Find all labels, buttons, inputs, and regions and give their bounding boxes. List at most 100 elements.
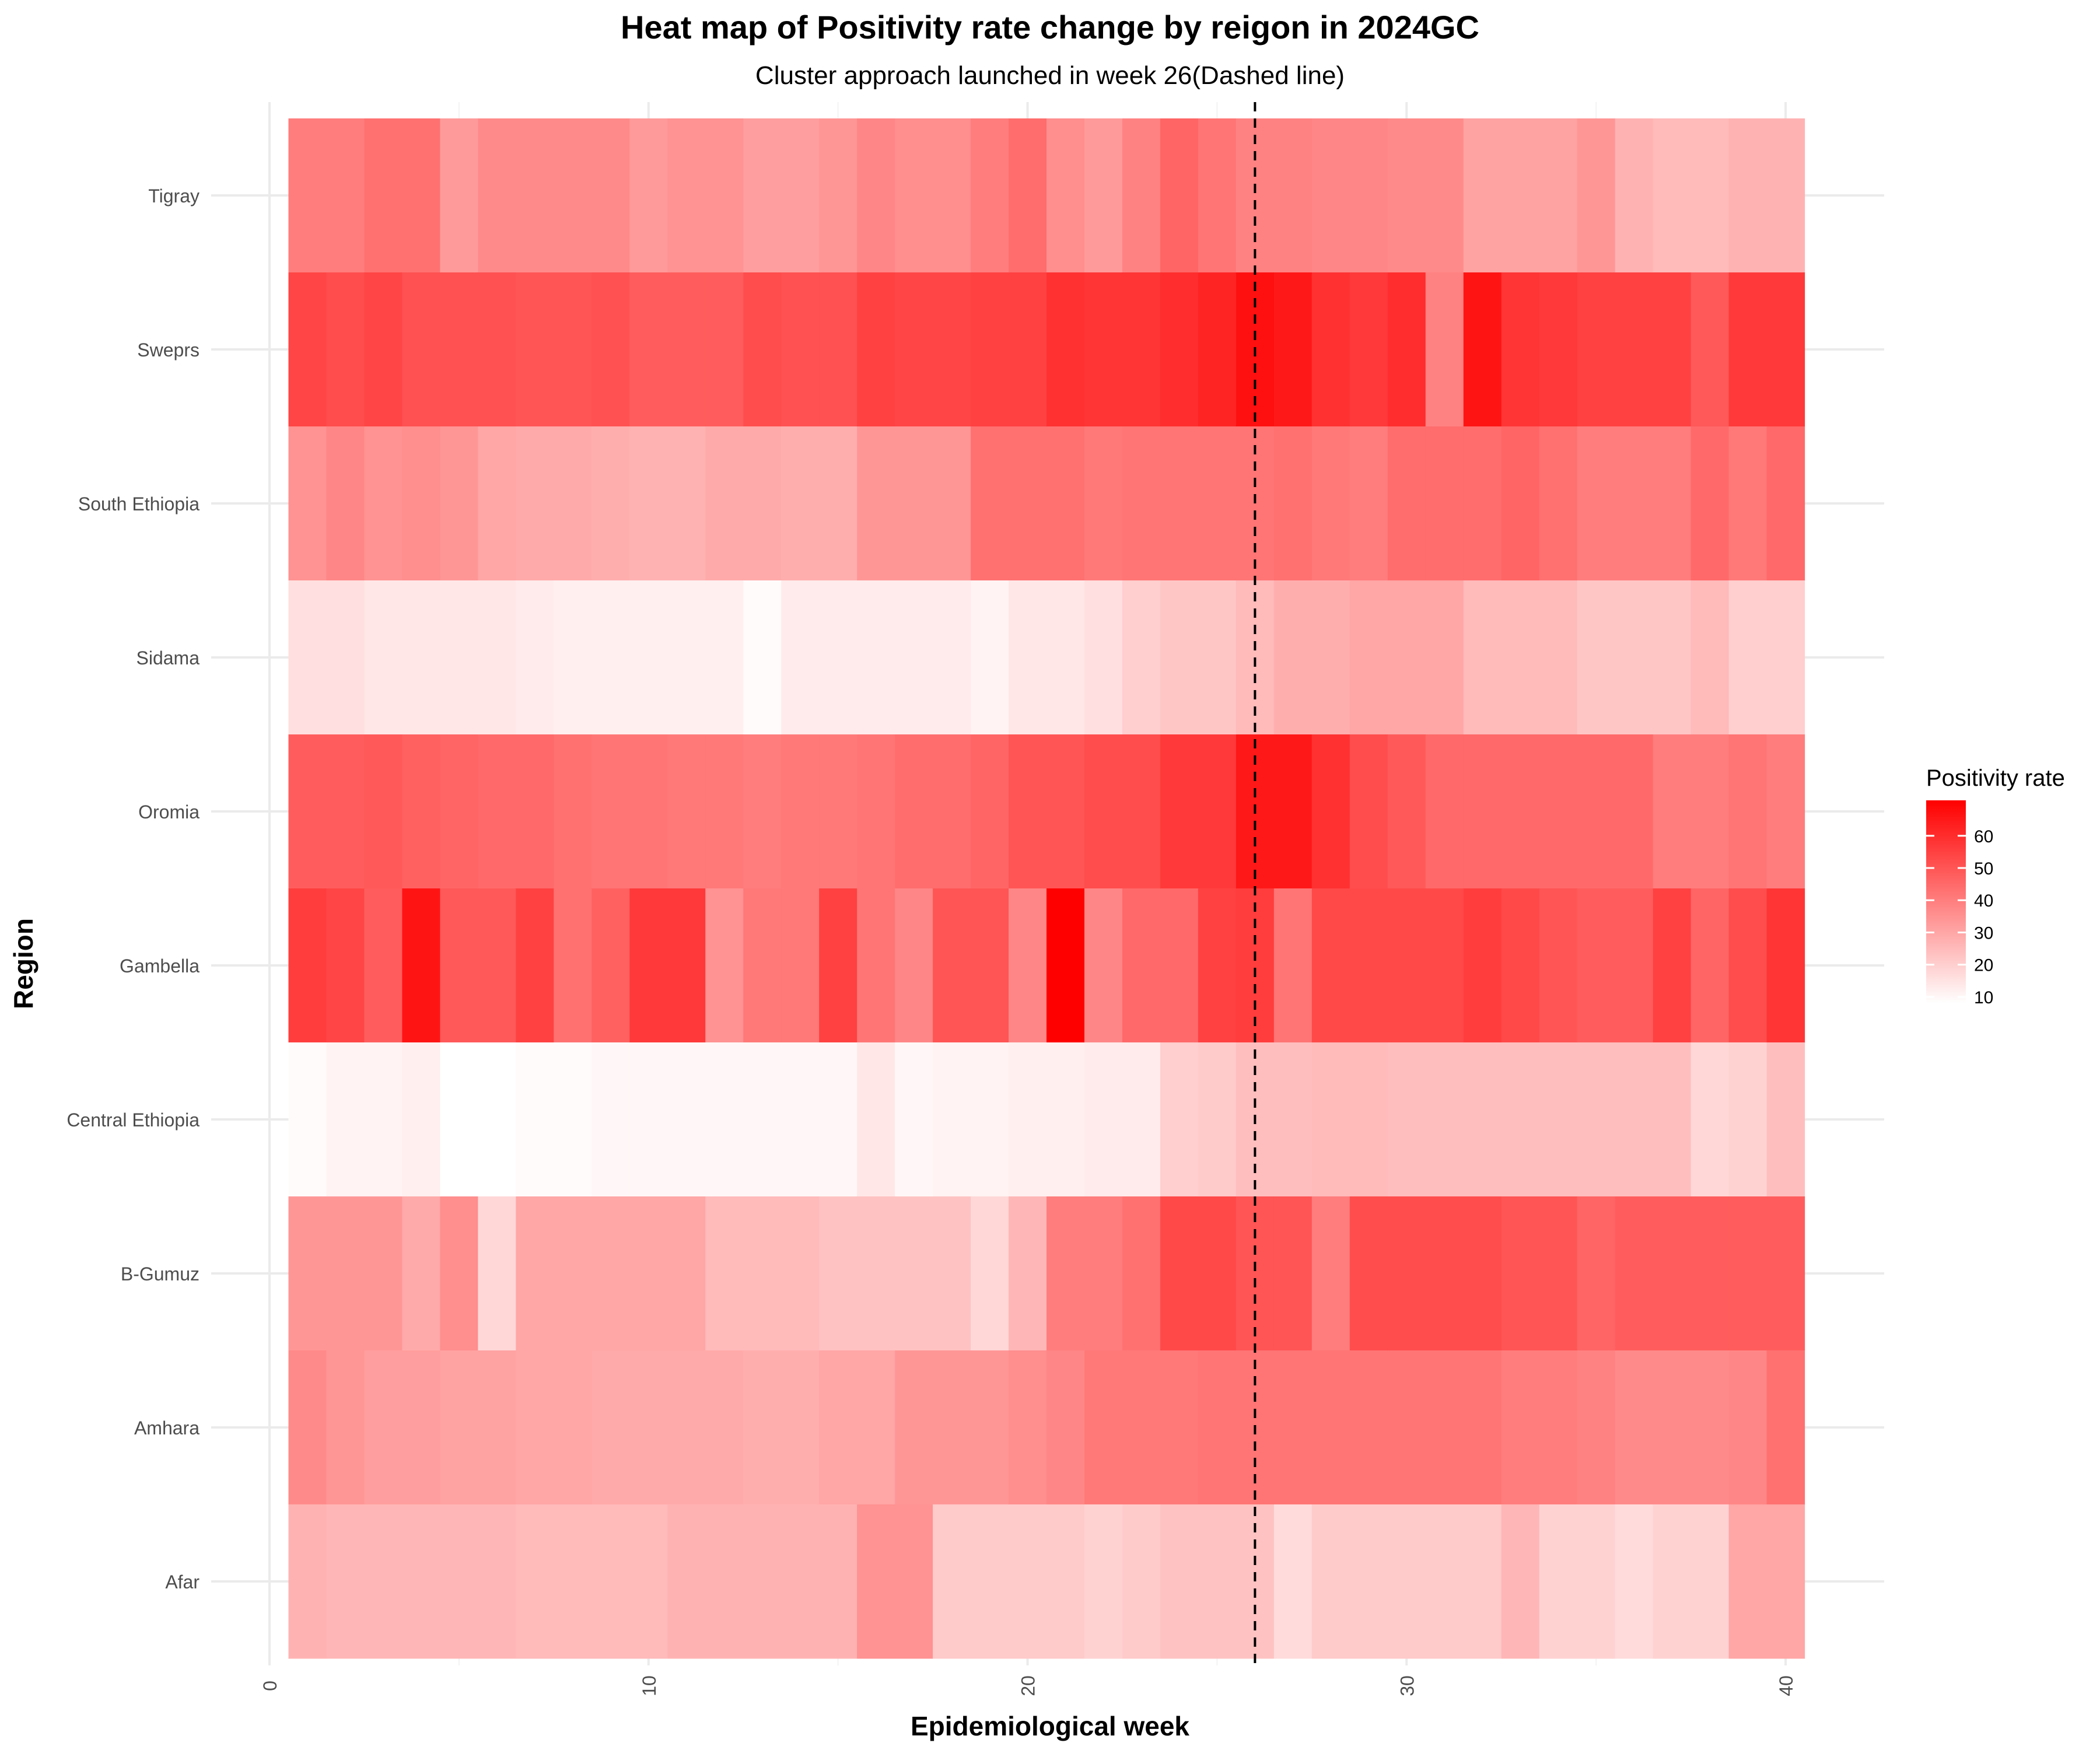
heatmap-cell (1349, 1350, 1388, 1505)
heatmap-cell (1349, 888, 1388, 1043)
heatmap-cell (1311, 734, 1350, 889)
heatmap-cell (1728, 1350, 1768, 1505)
heatmap-cell (1463, 1504, 1502, 1659)
heatmap-cell (1198, 1350, 1237, 1505)
heatmap-cell (1009, 1196, 1047, 1351)
heatmap-cell (1577, 426, 1616, 581)
heatmap-cell (402, 1504, 440, 1659)
heatmap-cell (478, 118, 516, 273)
heatmap-cell (819, 580, 858, 735)
heatmap-cell (1577, 734, 1616, 889)
heatmap-cell (402, 580, 440, 735)
heatmap-cell (1122, 426, 1161, 581)
heatmap-cell (1160, 1042, 1199, 1197)
x-axis-title: Epidemiological week (911, 1711, 1189, 1741)
heatmap-cell (629, 1350, 668, 1505)
heatmap-cell (288, 1350, 327, 1505)
heatmap-cell (1198, 888, 1237, 1043)
heatmap-cell (1009, 580, 1047, 735)
heatmap-cell (743, 734, 782, 889)
heatmap-cell (1501, 1042, 1540, 1197)
heatmap-cell (1539, 734, 1578, 889)
heatmap-cell (667, 1504, 706, 1659)
heatmap-cell (819, 1350, 858, 1505)
y-tick-label: South Ethiopia (78, 494, 200, 514)
heatmap-cell (1463, 118, 1502, 273)
heatmap-cell (1766, 118, 1805, 273)
heatmap-cell (933, 426, 971, 581)
y-tick-label: Afar (165, 1572, 200, 1592)
legend-tick-label: 60 (1974, 827, 1993, 846)
heatmap-cell (1273, 1042, 1312, 1197)
heatmap-cell (478, 734, 516, 889)
heatmap-cell (402, 272, 440, 427)
heatmap-cell (326, 734, 365, 889)
heatmap-cell (1046, 426, 1085, 581)
heatmap-cell (1463, 580, 1502, 735)
heatmap-cell (592, 734, 630, 889)
heatmap-cell (554, 580, 592, 735)
heatmap-cell (1311, 1196, 1350, 1351)
y-axis-title: Region (8, 918, 38, 1009)
heatmap-cell (1349, 272, 1388, 427)
heatmap-cell (895, 1042, 933, 1197)
heatmap-cell (1198, 426, 1237, 581)
heatmap-cell (1160, 1196, 1199, 1351)
heatmap-cell (1387, 272, 1426, 427)
heatmap-cell (743, 1350, 782, 1505)
heatmap-cell (1577, 1196, 1616, 1351)
heatmap-cell (819, 118, 858, 273)
heatmap-cell (629, 1196, 668, 1351)
heatmap-cell (1690, 1350, 1730, 1505)
heatmap-cell (1387, 580, 1426, 735)
heatmap-cell (1425, 118, 1464, 273)
chart-subtitle: Cluster approach launched in week 26(Das… (755, 61, 1345, 90)
heatmap-cell (440, 888, 478, 1043)
heatmap-cell (1387, 426, 1426, 581)
heatmap-cell (895, 734, 933, 889)
heatmap-cell (440, 1196, 478, 1351)
legend-tick-label: 40 (1974, 891, 1993, 911)
heatmap-cell (1539, 426, 1578, 581)
heatmap-cell (364, 888, 403, 1043)
heatmap-cell (781, 1504, 820, 1659)
heatmap-cell (1615, 272, 1654, 427)
heatmap-cell (1425, 1042, 1464, 1197)
heatmap-cell (667, 272, 706, 427)
heatmap-cell (1690, 1196, 1730, 1351)
heatmap-cell (1160, 272, 1199, 427)
heatmap-cell (364, 1196, 403, 1351)
heatmap-cell (1577, 118, 1616, 273)
heatmap-cell (1766, 1504, 1805, 1659)
heatmap-cell (781, 1042, 820, 1197)
heatmap-cell (1653, 118, 1692, 273)
heatmap-cell (1539, 580, 1578, 735)
heatmap-cell (326, 580, 365, 735)
heatmap-cell (1615, 734, 1654, 889)
y-axis-tick-labels: Tigray Sweprs South Ethiopia Sidama Oromia Ga… (66, 186, 200, 1592)
heatmap-cell (478, 888, 516, 1043)
heatmap-cell (1766, 888, 1805, 1043)
heatmap-cell (1046, 1042, 1085, 1197)
heatmap-cell (933, 1504, 971, 1659)
heatmap-cell (1615, 426, 1654, 581)
legend-colorbar (1926, 800, 1966, 1003)
heatmap-cell (1728, 734, 1768, 889)
heatmap-cell (667, 426, 706, 581)
heatmap-cell (554, 888, 592, 1043)
heatmap-cell (440, 426, 478, 581)
heatmap-cell (1615, 1504, 1654, 1659)
heatmap-cell (1198, 1504, 1237, 1659)
heatmap-cell (592, 580, 630, 735)
heatmap-cell (1084, 580, 1123, 735)
heatmap-cell (326, 118, 365, 273)
heatmap-cell (1463, 1196, 1502, 1351)
heatmap-cell (1198, 118, 1237, 273)
heatmap-cell (402, 118, 440, 273)
heatmap-cell (326, 1350, 365, 1505)
heatmap-cell (933, 1350, 971, 1505)
heatmap-cell (629, 272, 668, 427)
heatmap-cell (933, 1196, 971, 1351)
heatmap-cell (819, 1504, 858, 1659)
heatmap-cell (971, 888, 1009, 1043)
